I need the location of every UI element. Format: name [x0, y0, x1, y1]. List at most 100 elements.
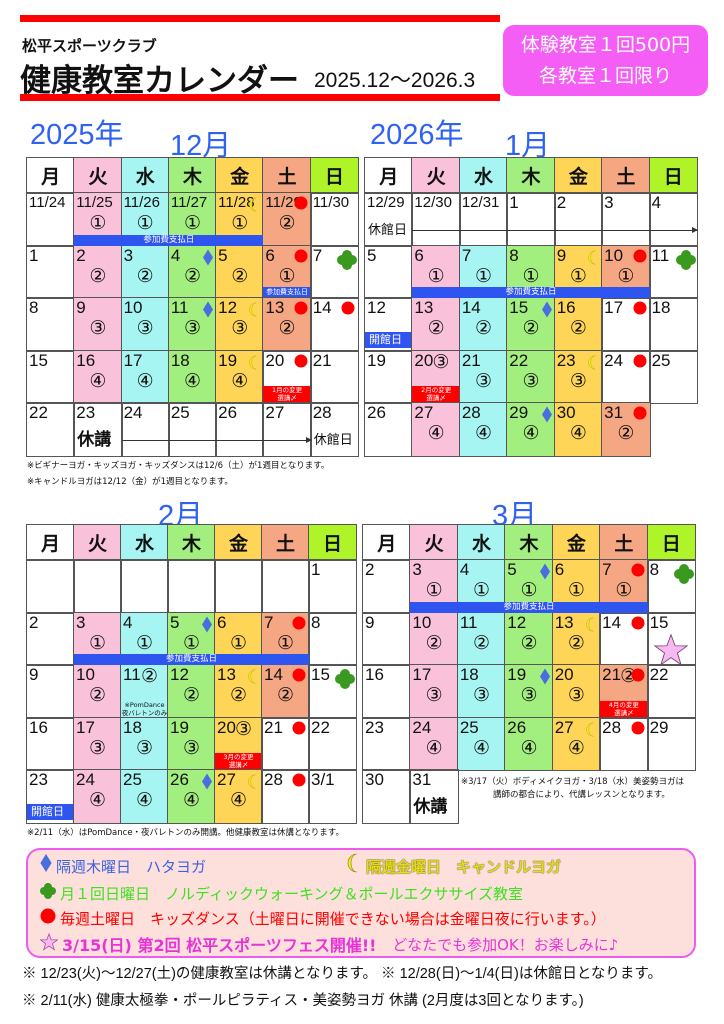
day-cell[interactable]: 21: [261, 716, 310, 772]
day-cell[interactable]: 17: [601, 297, 651, 352]
day-cell[interactable]: 18 ③: [120, 716, 169, 772]
day-cell[interactable]: 17 ④: [120, 349, 170, 405]
day-cell[interactable]: 30: [361, 769, 412, 824]
day-cell[interactable]: 19: [363, 349, 414, 405]
day-cell[interactable]: 11/24: [25, 192, 76, 247]
day-cell[interactable]: 15: [646, 611, 696, 667]
day-cell[interactable]: 5: [363, 244, 414, 300]
day-cell[interactable]: 6 ① 参加費支払日: [262, 244, 312, 300]
day-cell[interactable]: 22: [308, 716, 357, 772]
day-cell[interactable]: 19 ③: [504, 664, 554, 719]
day-cell[interactable]: 13 ②: [262, 297, 312, 352]
day-cell[interactable]: 16: [361, 664, 412, 719]
day-cell[interactable]: 27 ④: [551, 716, 602, 772]
day-cell[interactable]: 21 ③: [458, 349, 509, 405]
day-cell[interactable]: 19 ③: [167, 716, 216, 772]
day-cell[interactable]: 14: [599, 611, 649, 667]
day-cell[interactable]: 12/31: [458, 192, 509, 247]
day-cell[interactable]: 29 ④: [506, 402, 556, 457]
day-cell[interactable]: 24: [120, 402, 170, 457]
day-cell[interactable]: 9: [26, 664, 75, 719]
day-cell[interactable]: 9: [361, 611, 412, 667]
day-cell[interactable]: 16 ②: [553, 297, 604, 352]
day-cell[interactable]: 21: [309, 349, 359, 405]
day-cell[interactable]: 12/29 休館日: [363, 192, 414, 247]
day-cell[interactable]: 14: [309, 297, 359, 352]
day-cell[interactable]: 13 ②: [411, 297, 461, 352]
day-cell[interactable]: 23: [361, 716, 412, 772]
day-cell[interactable]: 16 ④: [73, 349, 123, 405]
day-cell[interactable]: 20 ③ 2月の変更 選講〆: [411, 349, 461, 405]
day-cell[interactable]: 27 ④: [214, 769, 263, 824]
day-cell[interactable]: 11 ③: [167, 297, 218, 352]
day-cell[interactable]: 22 ③: [506, 349, 556, 405]
day-cell[interactable]: 23 開館日: [26, 769, 75, 824]
day-cell[interactable]: 20 ③ 3月の変更 選講〆: [214, 716, 263, 772]
day-cell[interactable]: 12 ②: [504, 611, 554, 667]
day-cell[interactable]: [261, 559, 310, 614]
day-cell[interactable]: 8: [646, 559, 696, 614]
day-cell[interactable]: 10 ②: [73, 664, 122, 719]
day-cell[interactable]: 30 ④: [553, 402, 604, 457]
day-cell[interactable]: 11: [648, 244, 698, 300]
day-cell[interactable]: 31 休講: [409, 769, 459, 824]
day-cell[interactable]: [120, 559, 169, 614]
day-cell[interactable]: 15: [308, 664, 357, 719]
day-cell[interactable]: 4: [648, 192, 698, 247]
day-cell[interactable]: 22: [646, 664, 696, 719]
day-cell[interactable]: 21 ② 4月の変更 選講〆: [599, 664, 649, 719]
day-cell[interactable]: 12/30: [411, 192, 461, 247]
day-cell[interactable]: 26: [215, 402, 265, 457]
day-cell[interactable]: 12 開館日: [363, 297, 414, 352]
day-cell[interactable]: 27 ④: [411, 402, 461, 457]
day-cell[interactable]: 25 ④: [456, 716, 507, 772]
day-cell[interactable]: 14 ②: [458, 297, 509, 352]
day-cell[interactable]: 10 ③: [120, 297, 170, 352]
day-cell[interactable]: 3: [601, 192, 651, 247]
day-cell[interactable]: 26: [363, 402, 414, 457]
day-cell[interactable]: 28: [599, 716, 649, 772]
day-cell[interactable]: 1: [506, 192, 556, 247]
day-cell[interactable]: [167, 559, 216, 614]
day-cell[interactable]: 20 ③: [551, 664, 602, 719]
day-cell[interactable]: 24 ④: [73, 769, 122, 824]
day-cell[interactable]: 28: [261, 769, 310, 824]
day-cell[interactable]: 26 ④: [167, 769, 216, 824]
day-cell[interactable]: 11/30: [309, 192, 359, 247]
day-cell[interactable]: 28 休館日: [309, 402, 359, 457]
day-cell[interactable]: 31 ②: [601, 402, 651, 457]
day-cell[interactable]: 12 ②: [167, 664, 216, 719]
day-cell[interactable]: 23 休講: [73, 402, 123, 457]
day-cell[interactable]: 7: [309, 244, 359, 300]
day-cell[interactable]: 10 ②: [409, 611, 459, 667]
day-cell[interactable]: 12 ③: [215, 297, 265, 352]
day-cell[interactable]: 19 ④: [215, 349, 265, 405]
day-cell[interactable]: 28 ④: [458, 402, 509, 457]
day-cell[interactable]: [214, 559, 263, 614]
day-cell[interactable]: 8: [308, 611, 357, 667]
day-cell[interactable]: 15: [25, 349, 76, 405]
day-cell[interactable]: 18: [648, 297, 698, 352]
day-cell[interactable]: 23 ③: [553, 349, 604, 405]
day-cell[interactable]: 20 1月の変更 選講〆: [262, 349, 312, 405]
day-cell[interactable]: [26, 559, 75, 614]
day-cell[interactable]: 13 ②: [214, 664, 263, 719]
day-cell[interactable]: 27: [262, 402, 312, 457]
day-cell[interactable]: 15 ②: [506, 297, 556, 352]
day-cell[interactable]: 17 ③: [73, 716, 122, 772]
day-cell[interactable]: 22: [25, 402, 76, 457]
day-cell[interactable]: 14 ②: [261, 664, 310, 719]
day-cell[interactable]: 25: [167, 402, 218, 457]
day-cell[interactable]: 17 ③: [409, 664, 459, 719]
day-cell[interactable]: 16: [26, 716, 75, 772]
day-cell[interactable]: 2: [361, 559, 412, 614]
day-cell[interactable]: [73, 559, 122, 614]
day-cell[interactable]: 11 ②: [456, 611, 507, 667]
day-cell[interactable]: 3/1: [308, 769, 357, 824]
day-cell[interactable]: 13 ②: [551, 611, 602, 667]
